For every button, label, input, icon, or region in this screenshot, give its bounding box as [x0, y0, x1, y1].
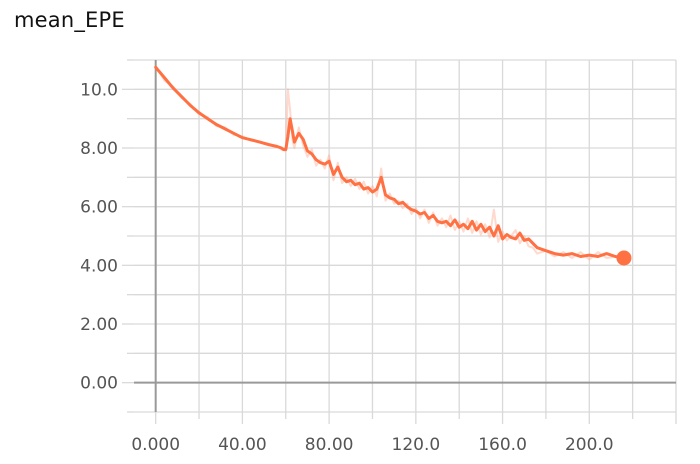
- y-tick-label: 10.0: [80, 80, 118, 100]
- series-line-0: [154, 65, 626, 260]
- grid: [134, 59, 677, 413]
- y-tick-label: 2.00: [80, 315, 118, 335]
- x-tick-label: 200.0: [565, 435, 614, 455]
- raw-series-line: [154, 65, 625, 261]
- chart-title: mean_EPE: [14, 8, 125, 32]
- x-tick-label: 0.000: [131, 435, 180, 455]
- tick-labels: 0.00 2.00 4.00 6.00 8.00 10.0 0.000 40.00 80.00 1…: [80, 80, 613, 455]
- x-tick-label: 40.00: [218, 435, 267, 455]
- x-tick-label: 160.0: [478, 435, 527, 455]
- series-layer: [154, 65, 632, 266]
- y-tick-label: 0.00: [80, 374, 118, 394]
- x-tick-label: 120.0: [392, 435, 441, 455]
- x-tick-label: 80.00: [305, 435, 354, 455]
- axes: [122, 59, 677, 424]
- last-point-marker: [616, 250, 632, 266]
- y-tick-label: 8.00: [80, 139, 118, 159]
- y-tick-label: 6.00: [80, 198, 118, 218]
- y-tick-label: 4.00: [80, 256, 118, 276]
